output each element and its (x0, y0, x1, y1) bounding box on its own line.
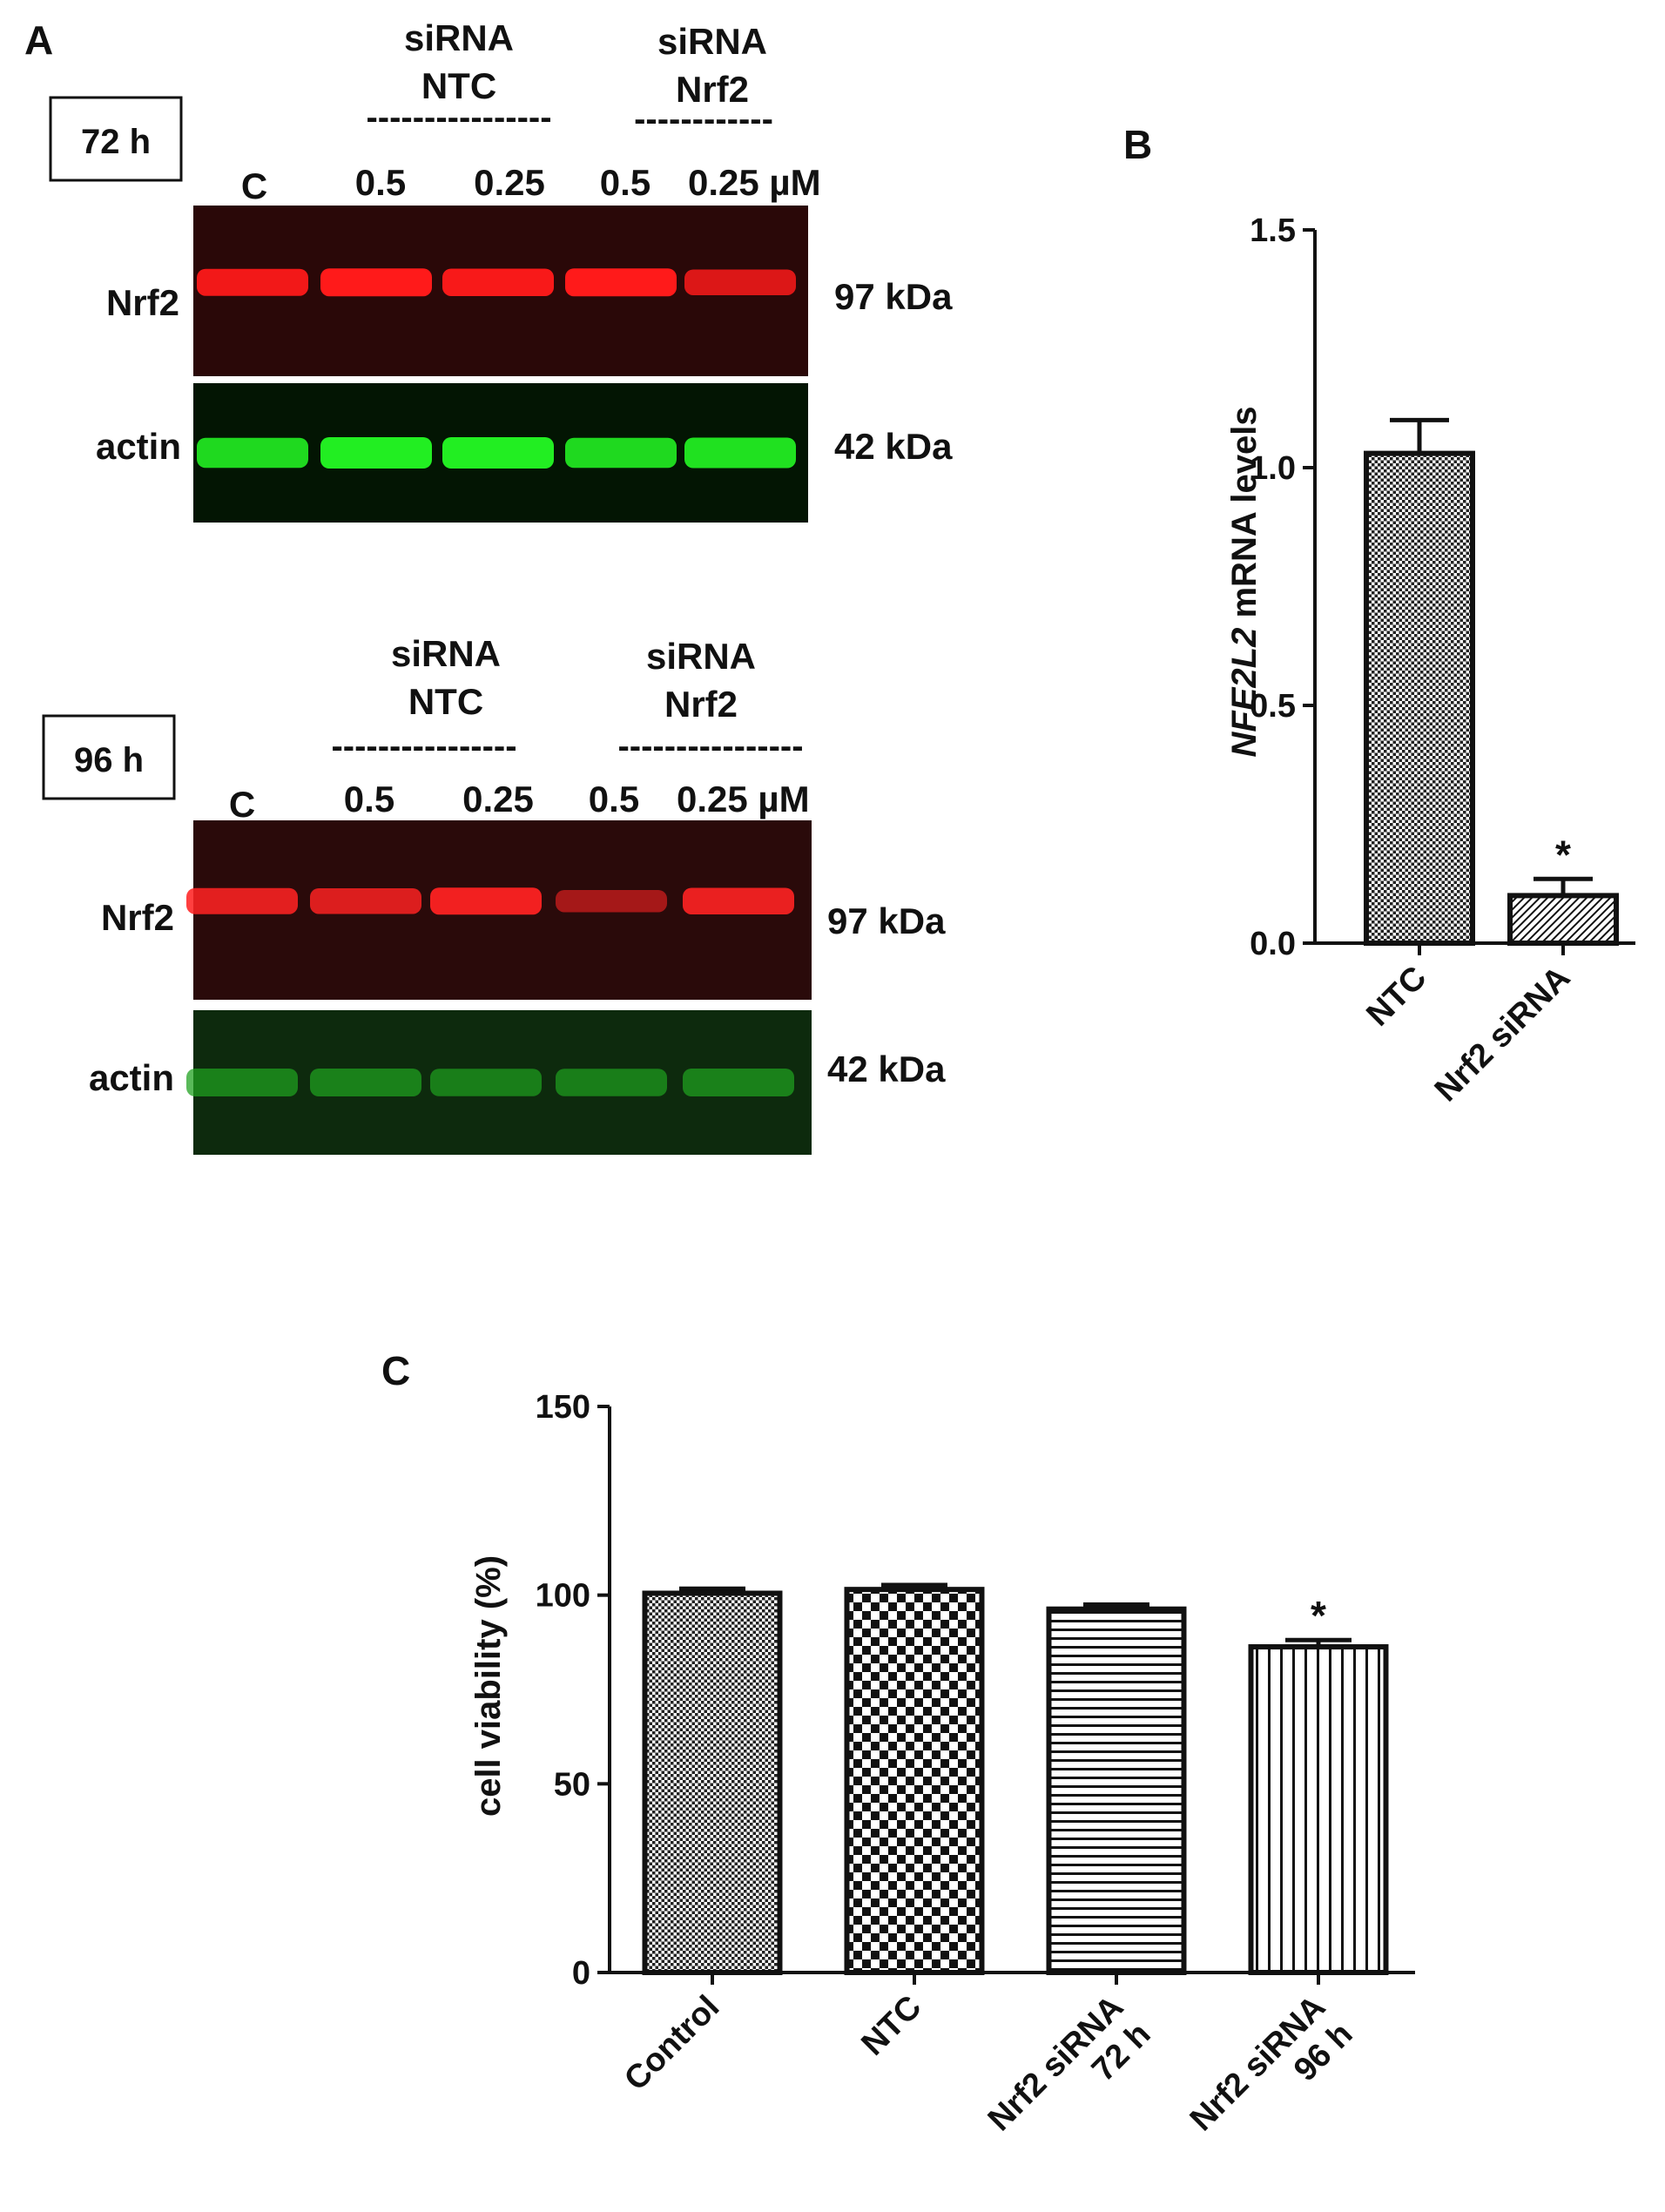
x-tick-label: Control (617, 1989, 726, 2098)
blot-band (683, 1069, 794, 1096)
time-label-96h: 96 h (74, 741, 144, 779)
blot-band (565, 437, 677, 469)
blot-band (684, 269, 796, 295)
x-tick-label: Nrf2 siRNA (1428, 960, 1578, 1109)
row-label-actin: actin (96, 426, 181, 467)
blot-band (320, 437, 432, 469)
panel-a: A 72 h siRNA NTC ---------------- siRNA … (24, 17, 953, 1155)
lane-label: C (241, 165, 267, 206)
panel-b: B NFE2L2 mRNA levels 0.0 0.5 1.0 1.5 NTC * Nrf… (1123, 122, 1635, 1109)
blot-band (310, 1069, 421, 1096)
lane-label: 0.25 µM (688, 162, 821, 203)
blot-band (684, 437, 796, 469)
group-nrf2-line1: siRNA (657, 21, 767, 62)
blot-band (197, 268, 308, 296)
group-ntc-line2: NTC (408, 681, 483, 722)
blot-image-nrf2-72h (193, 206, 808, 376)
y-axis-label: cell viability (%) (469, 1555, 508, 1817)
y-tick-label: 1.5 (1250, 212, 1296, 249)
group-nrf2-line1: siRNA (646, 636, 756, 677)
y-tick-label: 150 (536, 1389, 590, 1426)
y-tick-label: 1.0 (1250, 450, 1296, 487)
y-tick-label: 0.0 (1250, 926, 1296, 962)
lane-label: 0.25 µM (677, 779, 810, 819)
panel-b-label: B (1123, 122, 1152, 167)
x-tick-label: NTC (854, 1989, 928, 2063)
blot-band (683, 887, 794, 914)
y-axis-label: NFE2L2 mRNA levels (1225, 406, 1264, 757)
lane-label: 0.25 (462, 779, 534, 819)
lane-label: 0.5 (600, 162, 650, 203)
x-tick-label: Nrf2 siRNA72 h (981, 1989, 1158, 2166)
lane-label: 0.5 (344, 779, 394, 819)
bar (1248, 1644, 1389, 1975)
row-label-nrf2: Nrf2 (101, 897, 174, 938)
row-size-nrf2: 97 kDa (834, 276, 953, 317)
time-label-72h: 72 h (81, 123, 151, 161)
x-tick-label: NTC (1359, 960, 1433, 1034)
chart-c: 0 50 100 150 Control NTC Nrf2 siRNA72 h * Nrf2 s… (536, 1389, 1415, 2166)
row-size-nrf2: 97 kDa (827, 900, 946, 941)
blot-72h: 72 h siRNA NTC ---------------- siRNA Nr… (49, 17, 953, 523)
time-box-96h (42, 714, 176, 800)
blot-band (186, 887, 298, 914)
blot-image-nrf2-96h (186, 820, 812, 1000)
y-tick-label: 100 (536, 1578, 590, 1615)
group-nrf2-line2: Nrf2 (676, 69, 749, 110)
blot-band (442, 268, 554, 296)
significance-marker: * (1555, 832, 1571, 877)
y-tick-label: 0.5 (1250, 688, 1296, 725)
lane-label: 0.5 (355, 162, 406, 203)
group-ntc-dashes: ---------------- (366, 98, 551, 137)
blot-96h: 96 h siRNA NTC ---------------- siRNA Nr… (42, 633, 946, 1155)
lane-label: 0.25 (474, 162, 545, 203)
x-tick-label: Nrf2 siRNA96 h (1183, 1989, 1360, 2166)
group-ntc-dashes: ---------------- (331, 727, 516, 765)
group-nrf2-line2: Nrf2 (664, 684, 738, 725)
y-tick-label: 50 (554, 1766, 590, 1803)
blot-band (442, 437, 554, 469)
panel-a-label: A (24, 17, 53, 63)
lane-label: C (229, 784, 255, 825)
group-nrf2-dashes: ------------ (634, 100, 773, 138)
significance-marker: * (1311, 1593, 1326, 1638)
lane-label: 0.5 (589, 779, 639, 819)
group-ntc-line1: siRNA (391, 633, 501, 674)
time-box-72h (49, 96, 183, 182)
bar (1507, 893, 1619, 947)
blot-band (430, 1069, 542, 1096)
bar (1046, 1606, 1187, 1975)
bar (642, 1590, 783, 1975)
group-ntc-line1: siRNA (404, 17, 514, 58)
blot-band (565, 268, 677, 297)
blot-image-actin-96h (186, 1010, 812, 1155)
bar (1364, 450, 1475, 946)
blot-band (197, 437, 308, 469)
chart-b: 0.0 0.5 1.0 1.5 NTC * Nrf2 siRNA (1250, 212, 1635, 1109)
group-nrf2-dashes: ---------------- (617, 727, 803, 765)
y-tick-label: 0 (572, 1955, 590, 1992)
blot-band (310, 887, 421, 914)
blot-image-actin-72h (193, 383, 808, 523)
panel-c: C cell viability (%) 0 50 100 150 Control NTC… (381, 1348, 1415, 2166)
blot-band (186, 1069, 298, 1096)
row-size-actin: 42 kDa (827, 1049, 946, 1089)
blot-band (320, 268, 432, 297)
blot-band (430, 887, 542, 915)
row-label-nrf2: Nrf2 (106, 282, 179, 323)
blot-band (556, 889, 667, 913)
bar (844, 1587, 985, 1975)
blot-band (556, 1069, 667, 1096)
panel-c-label: C (381, 1348, 410, 1393)
group-ntc-line2: NTC (421, 65, 496, 106)
row-size-actin: 42 kDa (834, 426, 953, 467)
row-label-actin: actin (89, 1057, 174, 1098)
